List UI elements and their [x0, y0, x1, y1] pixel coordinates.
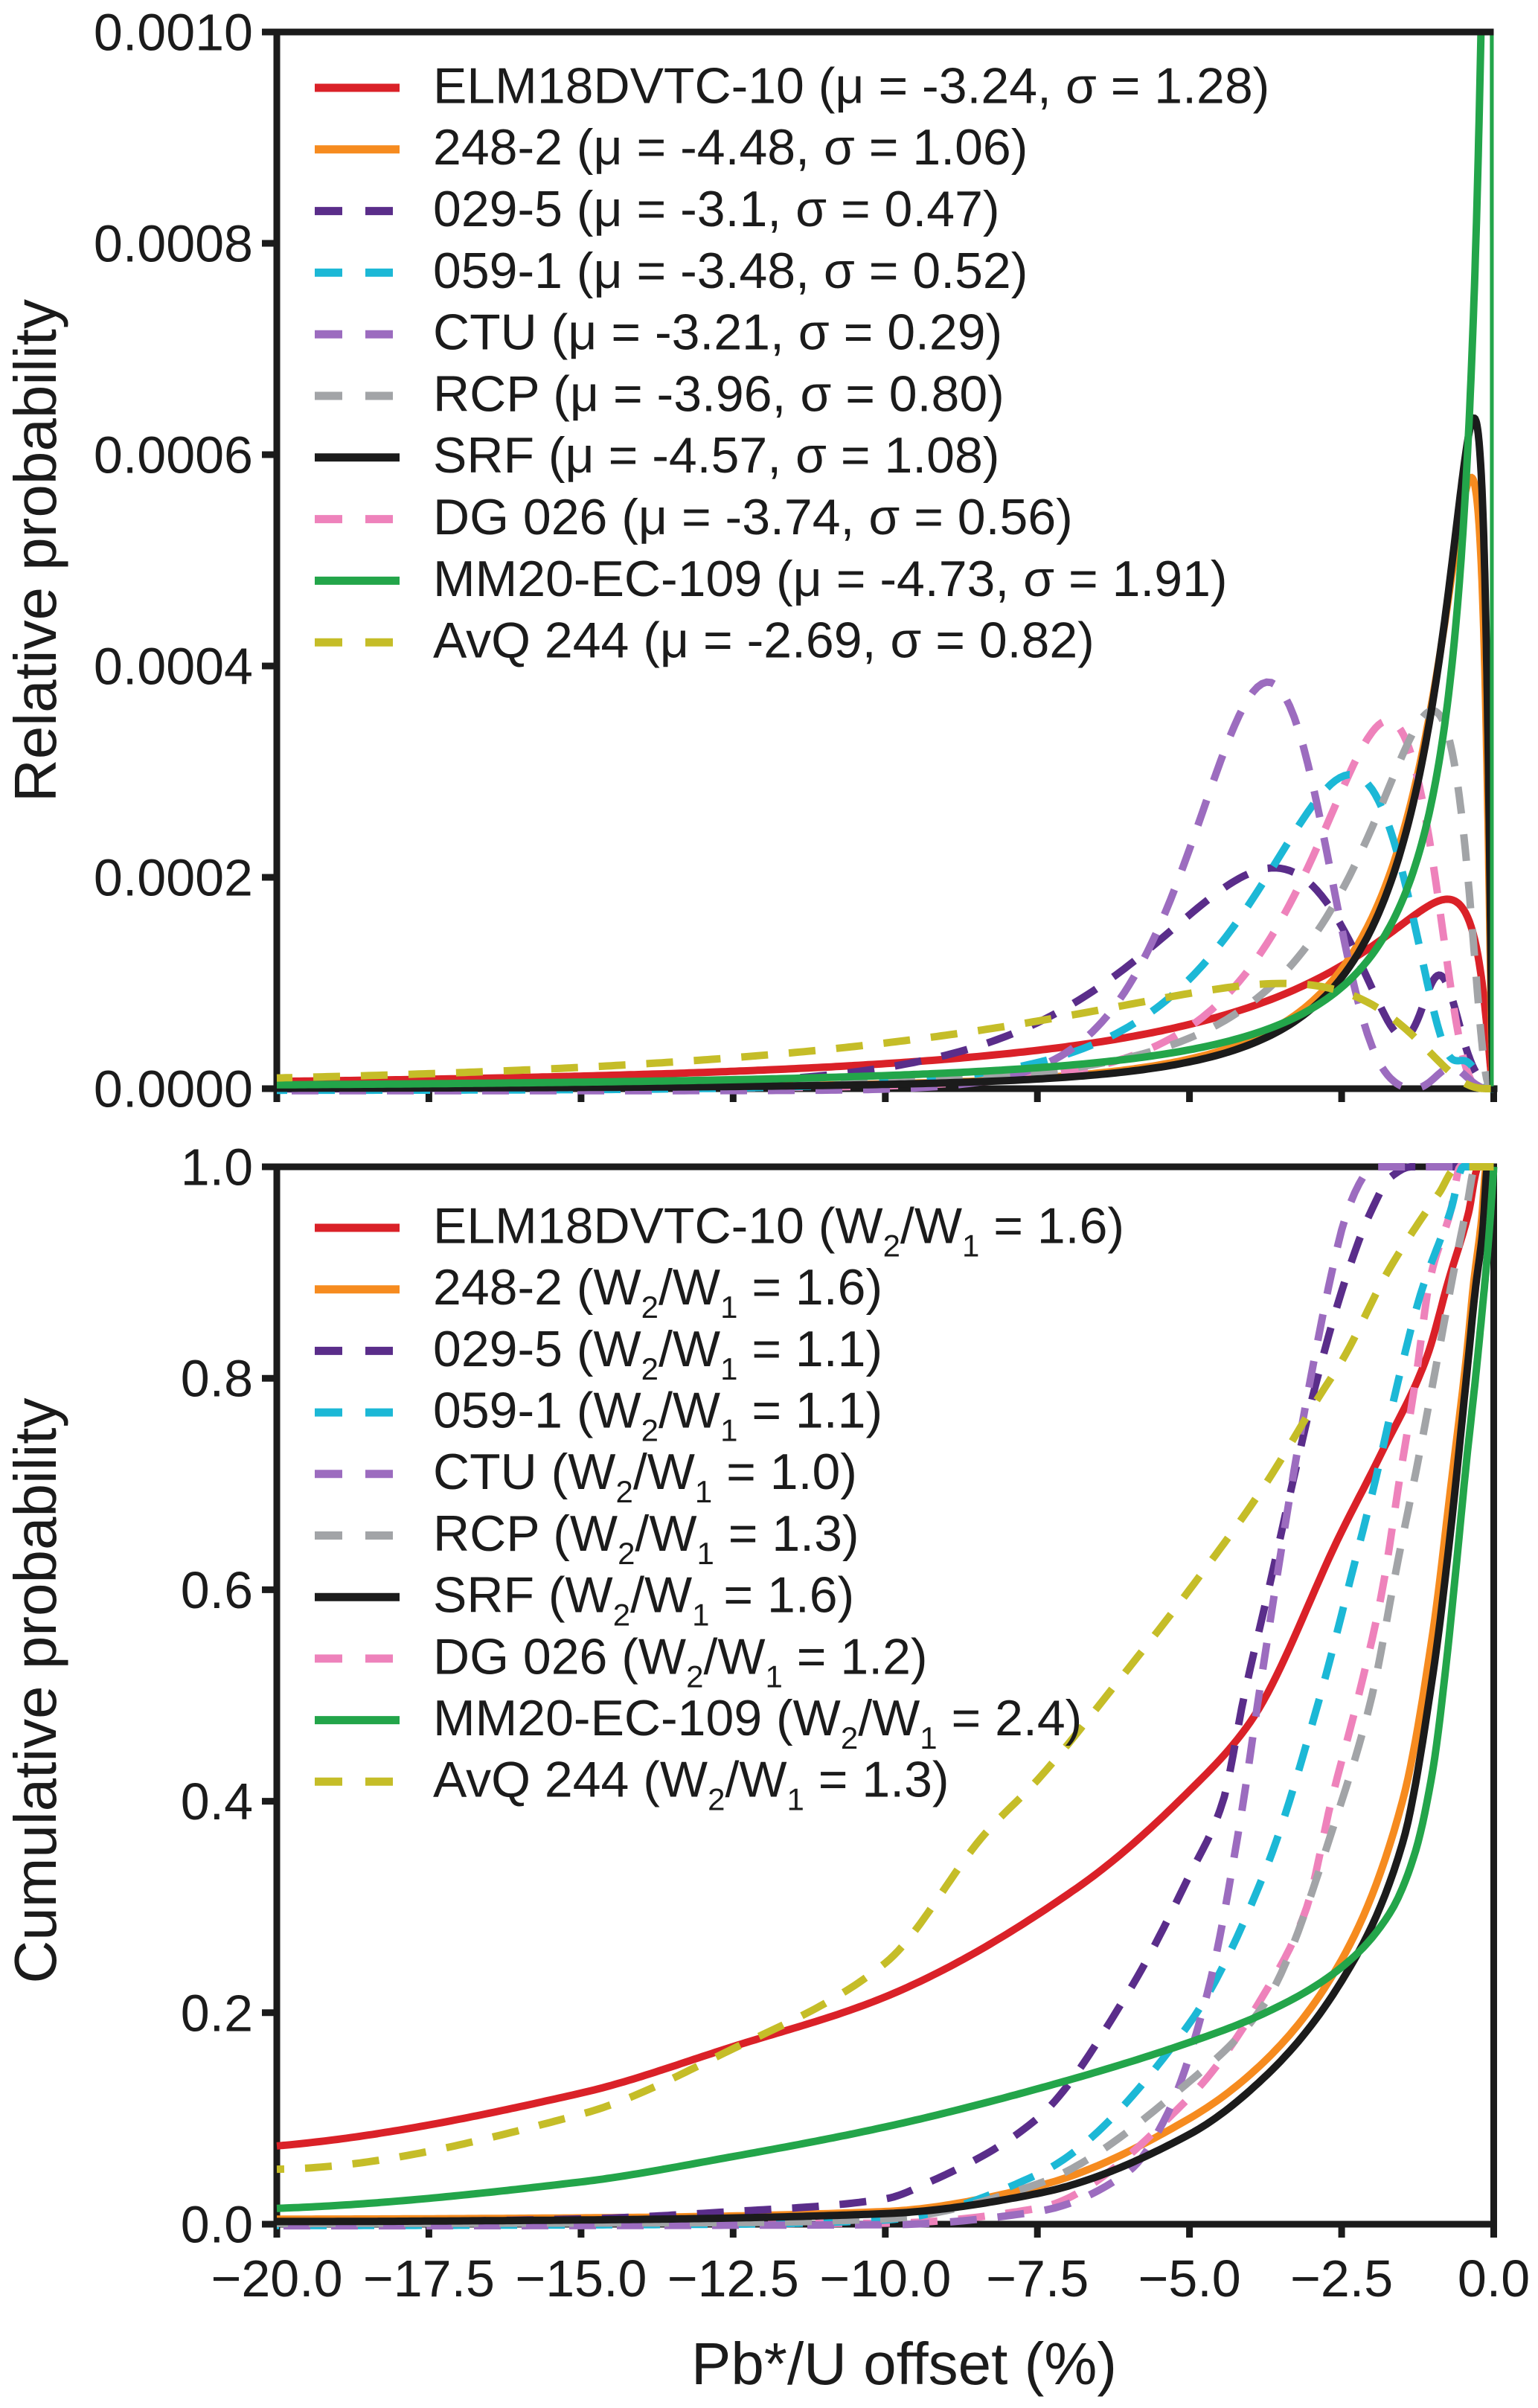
svg-text:CTU (W2/W1 = 1.0): CTU (W2/W1 = 1.0)	[433, 1444, 857, 1509]
svg-text:248-2 (W2/W1 = 1.6): 248-2 (W2/W1 = 1.6)	[433, 1259, 882, 1325]
svg-text:Cumulative probability: Cumulative probability	[2, 1397, 68, 1983]
svg-text:−20.0: −20.0	[211, 2250, 342, 2308]
svg-text:CTU (μ = -3.21, σ = 0.29): CTU (μ = -3.21, σ = 0.29)	[433, 304, 1002, 361]
svg-text:029-5 (μ = -3.1, σ = 0.47): 029-5 (μ = -3.1, σ = 0.47)	[433, 181, 1000, 237]
svg-text:Relative probability: Relative probability	[2, 299, 68, 802]
svg-text:−2.5: −2.5	[1290, 2250, 1393, 2308]
svg-text:0.0000: 0.0000	[94, 1060, 253, 1118]
svg-text:MM20-EC-109 (μ = -4.73, σ = 1.: MM20-EC-109 (μ = -4.73, σ = 1.91)	[433, 551, 1228, 607]
svg-text:059-1 (W2/W1 = 1.1): 059-1 (W2/W1 = 1.1)	[433, 1383, 882, 1448]
svg-text:059-1 (μ = -3.48, σ = 0.52): 059-1 (μ = -3.48, σ = 0.52)	[433, 243, 1028, 299]
svg-text:ELM18DVTC-10 (W2/W1 = 1.6): ELM18DVTC-10 (W2/W1 = 1.6)	[433, 1197, 1124, 1263]
svg-text:Pb*/U offset (%): Pb*/U offset (%)	[691, 2331, 1117, 2397]
svg-text:0.4: 0.4	[181, 1773, 253, 1831]
svg-text:248-2 (μ = -4.48, σ = 1.06): 248-2 (μ = -4.48, σ = 1.06)	[433, 119, 1028, 176]
svg-text:SRF (μ = -4.57, σ = 1.08): SRF (μ = -4.57, σ = 1.08)	[433, 427, 999, 484]
svg-text:0.6: 0.6	[181, 1561, 253, 1619]
svg-text:−10.0: −10.0	[819, 2250, 951, 2308]
svg-text:0.0008: 0.0008	[94, 215, 253, 273]
svg-text:DG 026 (W2/W1 = 1.2): DG 026 (W2/W1 = 1.2)	[433, 1628, 928, 1694]
svg-text:AvQ 244 (μ = -2.69, σ = 0.82): AvQ 244 (μ = -2.69, σ = 0.82)	[433, 612, 1095, 669]
svg-text:−15.0: −15.0	[515, 2250, 647, 2308]
svg-text:ELM18DVTC-10 (μ = -3.24, σ = 1: ELM18DVTC-10 (μ = -3.24, σ = 1.28)	[433, 57, 1269, 114]
svg-text:0.0006: 0.0006	[94, 426, 253, 484]
svg-text:RCP (W2/W1 = 1.3): RCP (W2/W1 = 1.3)	[433, 1505, 859, 1571]
svg-text:−17.5: −17.5	[363, 2250, 495, 2308]
svg-text:0.8: 0.8	[181, 1350, 253, 1408]
svg-text:0.0004: 0.0004	[94, 638, 253, 696]
svg-text:−5.0: −5.0	[1138, 2250, 1240, 2308]
svg-text:−12.5: −12.5	[667, 2250, 799, 2308]
svg-text:SRF (W2/W1 = 1.6): SRF (W2/W1 = 1.6)	[433, 1567, 854, 1633]
svg-text:0.0: 0.0	[181, 2196, 253, 2254]
svg-text:RCP (μ = -3.96, σ = 0.80): RCP (μ = -3.96, σ = 0.80)	[433, 365, 1004, 422]
svg-text:DG 026 (μ = -3.74, σ = 0.56): DG 026 (μ = -3.74, σ = 0.56)	[433, 489, 1073, 545]
svg-text:AvQ 244 (W2/W1 = 1.3): AvQ 244 (W2/W1 = 1.3)	[433, 1752, 949, 1817]
svg-text:029-5 (W2/W1 = 1.1): 029-5 (W2/W1 = 1.1)	[433, 1321, 882, 1386]
svg-text:0.0002: 0.0002	[94, 849, 253, 907]
svg-text:0.0010: 0.0010	[94, 4, 253, 62]
svg-text:0.2: 0.2	[181, 1984, 253, 2042]
svg-text:1.0: 1.0	[181, 1139, 253, 1197]
svg-text:−7.5: −7.5	[986, 2250, 1089, 2308]
svg-text:0.0: 0.0	[1458, 2250, 1530, 2308]
svg-text:MM20-EC-109 (W2/W1 = 2.4): MM20-EC-109 (W2/W1 = 2.4)	[433, 1690, 1082, 1755]
